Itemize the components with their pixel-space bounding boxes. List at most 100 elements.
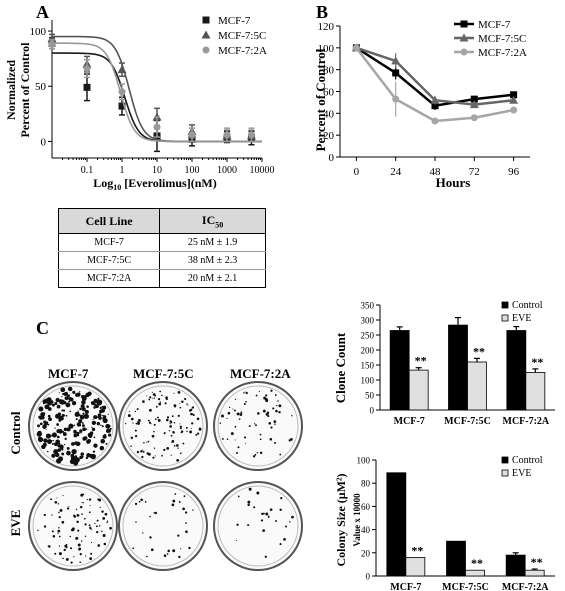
colony-plate (213, 481, 303, 571)
colony-dot (70, 561, 73, 564)
colony-dot (73, 515, 77, 518)
b-legend-marker (460, 20, 468, 28)
a-data-point (83, 65, 91, 73)
colony-dot (68, 400, 71, 403)
colony-dot (79, 425, 82, 427)
colony-dot (82, 427, 87, 432)
colony-dot (73, 530, 75, 532)
colony-dot (54, 427, 56, 429)
colony-dot (179, 406, 182, 409)
colony-dot (264, 555, 267, 558)
colony-dot (91, 426, 93, 428)
colony-dot (58, 418, 61, 421)
colony-dot (256, 452, 259, 454)
colony-dot (148, 408, 152, 412)
colony-dot (278, 404, 282, 408)
colony-dot (172, 431, 175, 433)
colony-dot (181, 400, 184, 403)
a-xlabel-log: Log (93, 176, 113, 190)
c2-significance: ** (531, 555, 543, 569)
colony-dot (176, 459, 180, 462)
colony-dot (80, 452, 84, 456)
ic50-header-row: Cell Line IC50 (57, 207, 266, 235)
colony-dot (124, 422, 127, 425)
colony-dot (170, 434, 173, 437)
colony-dot (70, 547, 73, 550)
colony-dot (147, 440, 150, 443)
colony-dot (153, 397, 156, 399)
a-legend-label: MCF-7:2A (218, 45, 267, 57)
ic50-row: MCF-7:5C 38 nM ± 2.3 (57, 251, 266, 271)
colony-dot (151, 434, 155, 438)
b-legend-label: MCF-7 (478, 19, 511, 31)
colony-dot (100, 424, 102, 427)
colony-dot (48, 545, 51, 548)
colony-dot (51, 442, 55, 445)
colony-dot (186, 430, 188, 433)
colony-dot (90, 552, 93, 555)
colony-dot (263, 396, 267, 400)
colony-dot (227, 411, 231, 415)
colony-dot (96, 519, 99, 522)
colony-dot (73, 460, 79, 466)
colony-dot (230, 432, 234, 436)
colony-dot (58, 429, 63, 434)
colony-dot (275, 519, 278, 522)
c1-category-label: MCF-7:5C (444, 416, 491, 427)
colony-dot (285, 525, 288, 528)
colony-dot (141, 449, 143, 451)
colony-dot (47, 439, 52, 445)
colony-dot (63, 443, 66, 446)
colony-dot (69, 410, 71, 413)
colony-dot (196, 417, 200, 421)
colony-dot (82, 502, 84, 504)
c2-ytick-label: 80 (361, 479, 371, 489)
colony-dot (130, 445, 132, 447)
colony-dot (174, 406, 176, 408)
b-ytick-label: 20 (323, 130, 335, 142)
colony-dot (100, 408, 105, 413)
colony-dot (96, 400, 102, 406)
colony-dot (232, 408, 234, 410)
colony-dot (182, 507, 185, 511)
colony-dot (77, 410, 79, 412)
colony-dot (239, 413, 243, 416)
colony-dot (72, 390, 76, 394)
colony-dot (259, 438, 262, 441)
colony-dot (135, 521, 137, 523)
colony-dot (82, 424, 85, 428)
colony-dot (258, 391, 260, 393)
c2-legend-swatch (501, 469, 509, 477)
colony-dot (101, 425, 104, 428)
ic50-header-ic50: IC50 (159, 207, 266, 235)
colony-dot (67, 394, 70, 398)
c1-ytick-label: 150 (361, 361, 375, 371)
colony-dot (148, 398, 151, 401)
colony-dot (270, 389, 273, 392)
b-xtick-label: 72 (469, 166, 480, 178)
colony-dot (47, 407, 52, 411)
c2-ytick-label: 40 (361, 525, 371, 535)
ic50-row: MCF-7:2A 20 nM ± 2.1 (57, 269, 266, 289)
ic50-cell-line: MCF-7:2A (57, 269, 161, 289)
colony-dot (141, 455, 144, 459)
colony-plate (28, 481, 118, 571)
a-data-point (118, 88, 126, 96)
colony-dot (39, 422, 43, 426)
colony-dot (245, 400, 247, 403)
colony-dot (81, 513, 83, 515)
colony-dot (267, 515, 270, 518)
colony-dot (149, 515, 151, 518)
colony-dot (158, 402, 162, 406)
colony-dot (103, 542, 107, 546)
colony-dot (94, 399, 97, 402)
colony-dot (89, 504, 91, 506)
colony-dot (101, 530, 103, 533)
colony-dot (176, 444, 179, 447)
colony-dot (54, 552, 57, 555)
colony-dot (81, 432, 83, 434)
colony-dot (188, 546, 191, 550)
c2-ytick-label: 0 (366, 572, 371, 582)
colony-dot (58, 456, 64, 462)
colony-dot (164, 402, 167, 405)
